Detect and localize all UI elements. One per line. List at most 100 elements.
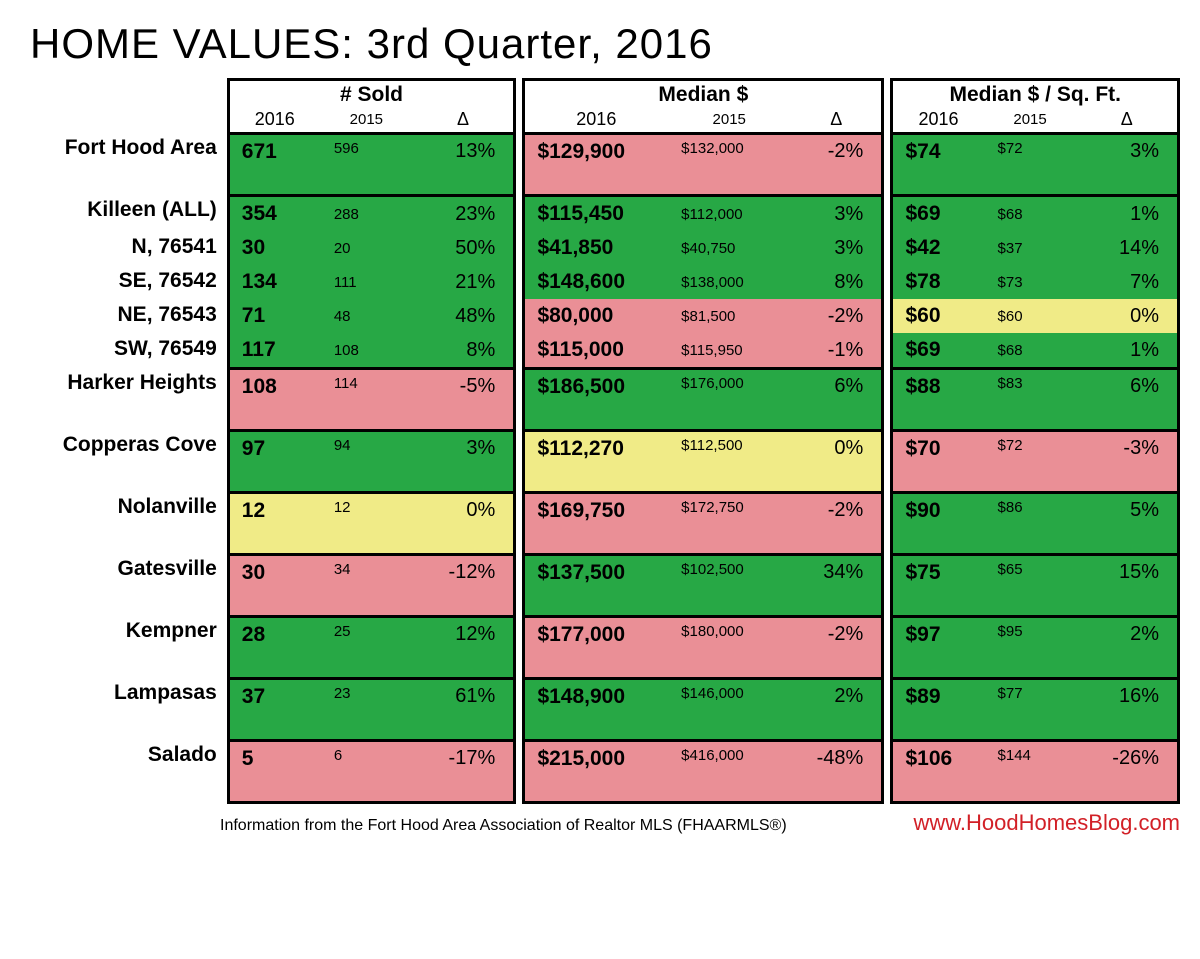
cell-delta: 14%: [1077, 231, 1180, 265]
cell-2015: $83: [984, 367, 1077, 429]
cell-delta: 0%: [791, 429, 884, 491]
cell-2015: $95: [984, 615, 1077, 677]
cell-delta: 3%: [1077, 132, 1180, 194]
cell-2016: $70: [890, 429, 983, 491]
cell-2015: $180,000: [667, 615, 791, 677]
cell-2016: 37: [227, 677, 320, 739]
cell-2016: $169,750: [522, 491, 667, 553]
table-row: Killeen (ALL)35428823%$115,450$112,0003%…: [20, 194, 1180, 231]
cell-2015: $81,500: [667, 299, 791, 333]
cell-2015: $60: [984, 299, 1077, 333]
row-label: Salado: [20, 739, 227, 804]
cell-delta: -17%: [413, 739, 516, 804]
row-label: N, 76541: [20, 231, 227, 265]
cell-delta: 1%: [1077, 194, 1180, 231]
cell-delta: 13%: [413, 132, 516, 194]
cell-delta: 5%: [1077, 491, 1180, 553]
cell-2016: $137,500: [522, 553, 667, 615]
cell-2016: $106: [890, 739, 983, 804]
cell-2015: 20: [320, 231, 413, 265]
cell-delta: 50%: [413, 231, 516, 265]
cell-2016: $69: [890, 194, 983, 231]
cell-2015: 108: [320, 333, 413, 367]
home-values-table: # Sold Median $ Median $ / Sq. Ft. 2016 …: [20, 78, 1180, 804]
cell-delta: 8%: [791, 265, 884, 299]
cell-2016: $69: [890, 333, 983, 367]
cell-2015: 288: [320, 194, 413, 231]
cell-delta: -12%: [413, 553, 516, 615]
table-row: SE, 7654213411121%$148,600$138,0008%$78$…: [20, 265, 1180, 299]
cell-2015: $146,000: [667, 677, 791, 739]
cell-delta: -2%: [791, 132, 884, 194]
cell-2016: $177,000: [522, 615, 667, 677]
row-label: Nolanville: [20, 491, 227, 553]
cell-2016: 5: [227, 739, 320, 804]
cell-delta: 3%: [413, 429, 516, 491]
col-delta: Δ: [413, 109, 516, 132]
cell-2016: $78: [890, 265, 983, 299]
cell-delta: 0%: [1077, 299, 1180, 333]
col-delta: Δ: [1077, 109, 1180, 132]
row-label: Kempner: [20, 615, 227, 677]
cell-delta: 34%: [791, 553, 884, 615]
cell-2015: 6: [320, 739, 413, 804]
footer-url: www.HoodHomesBlog.com: [913, 810, 1180, 836]
row-label: Gatesville: [20, 553, 227, 615]
footer: Information from the Fort Hood Area Asso…: [20, 810, 1180, 836]
cell-delta: 2%: [1077, 615, 1180, 677]
cell-2015: $132,000: [667, 132, 791, 194]
table-row: Lampasas372361%$148,900$146,0002%$89$771…: [20, 677, 1180, 739]
cell-delta: -2%: [791, 491, 884, 553]
cell-delta: 2%: [791, 677, 884, 739]
cell-delta: 1%: [1077, 333, 1180, 367]
cell-2016: $115,000: [522, 333, 667, 367]
cell-2015: $68: [984, 194, 1077, 231]
table-row: Fort Hood Area67159613%$129,900$132,000-…: [20, 132, 1180, 194]
cell-2016: 12: [227, 491, 320, 553]
cell-delta: 6%: [1077, 367, 1180, 429]
table-row: N, 76541302050%$41,850$40,7503%$42$3714%: [20, 231, 1180, 265]
cell-2015: 114: [320, 367, 413, 429]
row-label: Lampasas: [20, 677, 227, 739]
cell-2015: $172,750: [667, 491, 791, 553]
cell-delta: 23%: [413, 194, 516, 231]
cell-delta: 6%: [791, 367, 884, 429]
cell-2016: $112,270: [522, 429, 667, 491]
cell-delta: 15%: [1077, 553, 1180, 615]
cell-2015: $72: [984, 429, 1077, 491]
header-group-row: # Sold Median $ Median $ / Sq. Ft.: [20, 78, 1180, 109]
header-sub-row: 2016 2015 Δ 2016 2015 Δ 2016 2015 Δ: [20, 109, 1180, 132]
row-label: Fort Hood Area: [20, 132, 227, 194]
cell-2016: $129,900: [522, 132, 667, 194]
cell-delta: -26%: [1077, 739, 1180, 804]
cell-delta: -1%: [791, 333, 884, 367]
cell-2016: 117: [227, 333, 320, 367]
table-row: Copperas Cove97943%$112,270$112,5000%$70…: [20, 429, 1180, 491]
cell-2015: $77: [984, 677, 1077, 739]
table-row: SW, 765491171088%$115,000$115,950-1%$69$…: [20, 333, 1180, 367]
col-2015: 2015: [984, 109, 1077, 132]
col-2016: 2016: [890, 109, 983, 132]
cell-delta: -5%: [413, 367, 516, 429]
cell-2015: $73: [984, 265, 1077, 299]
row-label: Harker Heights: [20, 367, 227, 429]
cell-2015: 596: [320, 132, 413, 194]
cell-2015: $86: [984, 491, 1077, 553]
cell-2016: $75: [890, 553, 983, 615]
table-row: Nolanville12120%$169,750$172,750-2%$90$8…: [20, 491, 1180, 553]
col-delta: Δ: [791, 109, 884, 132]
cell-2015: 12: [320, 491, 413, 553]
cell-2015: 111: [320, 265, 413, 299]
col-2016: 2016: [522, 109, 667, 132]
cell-2016: 71: [227, 299, 320, 333]
cell-2016: $42: [890, 231, 983, 265]
cell-2016: $89: [890, 677, 983, 739]
table-row: Salado56-17%$215,000$416,000-48%$106$144…: [20, 739, 1180, 804]
cell-2016: 30: [227, 553, 320, 615]
cell-delta: 3%: [791, 194, 884, 231]
cell-2015: 25: [320, 615, 413, 677]
footer-source: Information from the Fort Hood Area Asso…: [220, 817, 787, 835]
row-label: SE, 76542: [20, 265, 227, 299]
col-group-sold: # Sold: [227, 78, 516, 109]
row-label: Killeen (ALL): [20, 194, 227, 231]
